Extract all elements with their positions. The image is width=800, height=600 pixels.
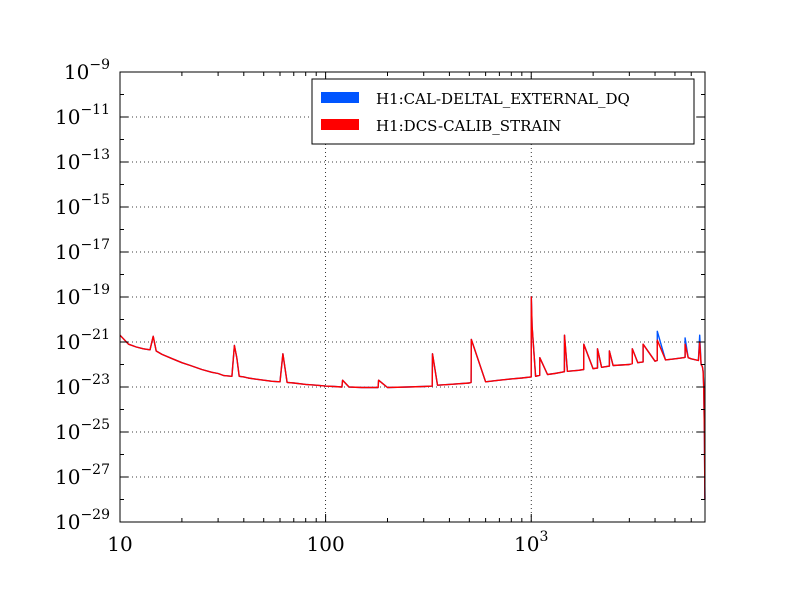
x-tick-label: 10: [107, 532, 132, 556]
y-tick-exponent: −19: [80, 282, 110, 298]
legend-swatch-calib-strain: [321, 119, 359, 130]
y-tick-base: 10: [55, 375, 80, 399]
y-tick-exponent: −9: [89, 57, 110, 73]
legend-label-calib-strain: H1:DCS-CALIB_STRAIN: [376, 117, 561, 135]
legend-box: [311, 78, 695, 145]
y-tick-label: 10−11: [55, 102, 110, 129]
legend-label-deltal-external: H1:CAL-DELTAL_EXTERNAL_DQ: [376, 90, 630, 108]
y-tick-exponent: −11: [80, 102, 110, 118]
y-tick-label: 10−13: [55, 147, 110, 174]
y-tick-exponent: −25: [80, 417, 110, 433]
series-line-calib-strain: [119, 296, 706, 500]
y-tick-label: 10−27: [55, 462, 110, 489]
y-tick-exponent: −15: [80, 192, 110, 208]
y-tick-exponent: −13: [80, 147, 110, 163]
x-tick-exponent: 3: [539, 529, 548, 545]
y-tick-label: 10−15: [55, 192, 110, 219]
y-tick-exponent: −17: [80, 237, 110, 253]
series-layer: [119, 296, 706, 500]
y-tick-base: 10: [55, 195, 80, 219]
y-axis-tick-labels: 10−910−1110−1310−1510−1710−1910−2110−231…: [55, 57, 110, 534]
y-tick-base: 10: [55, 105, 80, 129]
y-tick-base: 10: [55, 510, 80, 534]
y-tick-exponent: −29: [80, 507, 110, 523]
y-tick-base: 10: [55, 150, 80, 174]
y-tick-label: 10−17: [55, 237, 110, 264]
y-tick-exponent: −23: [80, 372, 110, 388]
y-tick-label: 10−25: [55, 417, 110, 444]
y-tick-label: 10−23: [55, 372, 110, 399]
x-tick-label: 100: [307, 532, 345, 556]
y-tick-base: 10: [55, 420, 80, 444]
y-tick-label: 10−21: [55, 327, 110, 354]
y-tick-exponent: −21: [80, 327, 110, 343]
y-tick-base: 10: [64, 60, 89, 84]
y-tick-label: 10−29: [55, 507, 110, 534]
y-tick-label: 10−9: [64, 57, 110, 84]
legend: H1:CAL-DELTAL_EXTERNAL_DQ H1:DCS-CALIB_S…: [311, 78, 695, 145]
legend-swatch-deltal-external: [321, 92, 359, 103]
y-tick-base: 10: [55, 465, 80, 489]
y-tick-label: 10−19: [55, 282, 110, 309]
y-tick-base: 10: [55, 240, 80, 264]
y-tick-base: 10: [55, 330, 80, 354]
y-tick-base: 10: [55, 285, 80, 309]
y-tick-exponent: −27: [80, 462, 110, 478]
